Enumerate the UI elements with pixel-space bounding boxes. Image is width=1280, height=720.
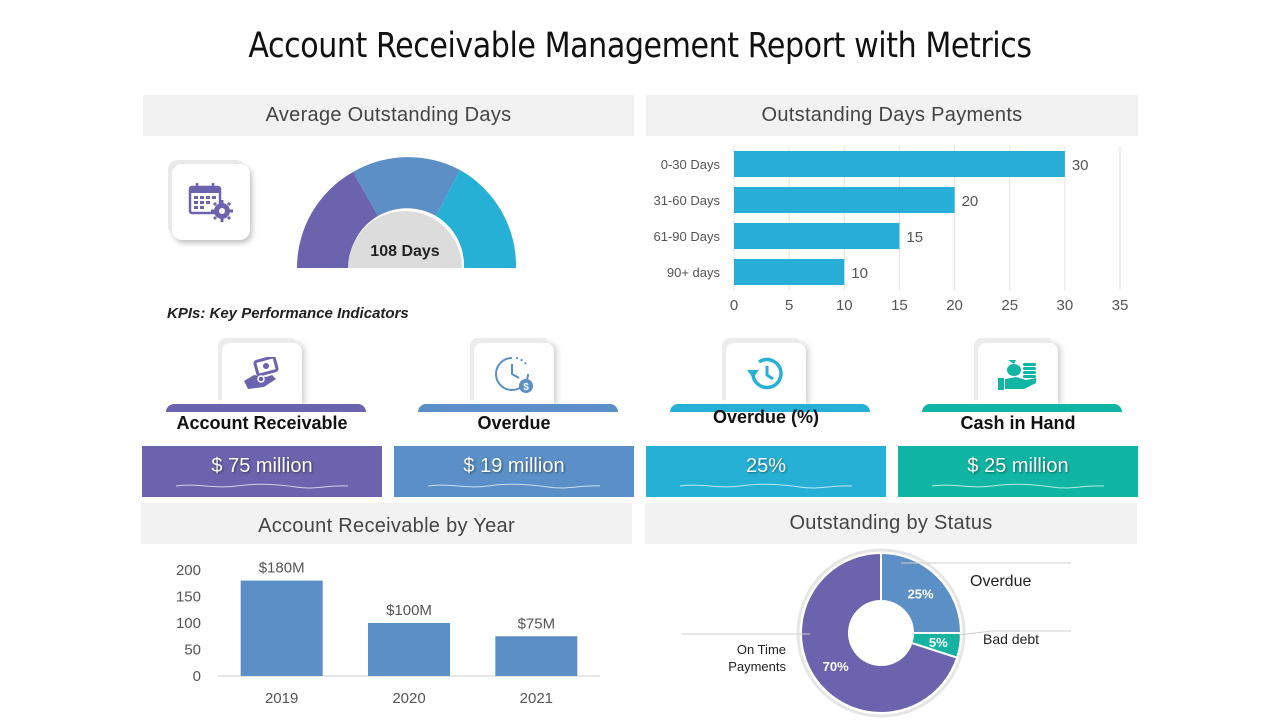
vbar-category-label: 2021 [520, 690, 553, 707]
cash-hand-icon [998, 360, 1036, 390]
kpi-value-cash-in-hand: $ 25 million [898, 446, 1138, 497]
hbar-x-tick: 10 [836, 297, 853, 314]
outstanding-by-status-header: Outstanding by Status [645, 503, 1137, 544]
donut-slice [800, 551, 959, 714]
donut-category-label: Bad debt [983, 631, 1039, 647]
wave-decoration [932, 483, 1104, 489]
hbar-x-tick: 35 [1112, 297, 1129, 314]
donut-value-label: 70% [823, 659, 849, 674]
vbar-bar [368, 623, 450, 676]
outstanding-days-bar-chart: 0 5 10 15 20 25 30 35 0-30 Days 30 31-60 Days 20 61-… [654, 146, 1129, 314]
kpi-icon-card-overdue: $ [474, 343, 554, 405]
kpi-value-overdue-percent: 25% [646, 446, 886, 497]
kpi-arc-cash-in-hand [922, 404, 1122, 412]
hbar-x-tick: 25 [1001, 297, 1018, 314]
donut-value-label: 25% [908, 586, 934, 601]
outstanding-by-status-donut: 25% 5% 70% Overdue Bad debt On Time Payments [681, 548, 1071, 718]
wave-decoration [176, 483, 348, 489]
kpi-value-text: $ 25 million [967, 455, 1069, 477]
kpi-icon-card-account-receivable [222, 343, 302, 405]
outstanding-days-payments-header: Outstanding Days Payments [646, 95, 1138, 136]
calendar-card [172, 164, 250, 240]
kpi-icon-card-overdue-percent [726, 343, 806, 405]
vbar-y-tick: 0 [193, 668, 201, 685]
hbar-data-label: 30 [1072, 157, 1089, 174]
gauge-center [348, 211, 462, 268]
donut-value-label: 5% [929, 635, 948, 650]
hbar-category-label: 0-30 Days [661, 157, 721, 172]
kpi-value-text: 25% [745, 455, 787, 477]
vbar-y-tick: 50 [184, 642, 201, 659]
kpi-label-cash-in-hand: Cash in Hand [960, 413, 1076, 433]
hbar-x-tick: 5 [785, 297, 793, 314]
gauge-value-label: 108 Days [370, 243, 439, 260]
page-title: Account Receivable Management Report wit… [248, 26, 1032, 66]
circular-arrow-clock-icon [747, 357, 783, 390]
gauge-segment-1 [296, 172, 378, 268]
vbar-y-tick: 200 [176, 562, 201, 579]
kpi-value-text: $ 75 million [211, 455, 313, 477]
hbar-x-tick: 30 [1057, 297, 1074, 314]
donut-leader-line [958, 630, 1071, 636]
vbar-category-label: 2020 [392, 690, 425, 707]
hbar-bar [734, 187, 955, 213]
kpi-heading: KPIs: Key Performance Indicators [167, 305, 409, 322]
kpi-value-overdue: $ 19 million [394, 446, 634, 497]
hbar-bar [734, 151, 1065, 177]
outstanding-days-gauge: 108 Days [296, 157, 517, 268]
hbar-data-label: 15 [906, 229, 923, 246]
vbar-data-label: $75M [518, 615, 556, 632]
vbar-bar [240, 580, 323, 676]
donut-slice [880, 551, 963, 634]
kpi-label-overdue: Overdue [477, 413, 551, 433]
clock-dollar-icon: $ [495, 357, 533, 393]
hbar-x-tick: 20 [946, 297, 963, 314]
wave-decoration [680, 483, 852, 489]
donut-category-label: On Time Payments [728, 642, 786, 674]
hbar-category-label: 61-90 Days [654, 229, 721, 244]
kpi-value-text: $ 19 million [463, 455, 565, 477]
svg-text:$: $ [523, 382, 529, 393]
gauge-segment-3 [436, 170, 517, 268]
kpi-value-account-receivable: $ 75 million [142, 446, 382, 497]
hbar-x-tick: 15 [891, 297, 908, 314]
vbar-data-label: $100M [386, 602, 432, 619]
kpi-arc-account-receivable [166, 404, 366, 412]
kpi-arc-overdue [418, 404, 618, 412]
hand-money-icon [244, 357, 279, 389]
hbar-data-label: 20 [962, 193, 979, 210]
vbar-bar [495, 636, 578, 676]
vbar-data-label: $180M [259, 560, 305, 577]
hbar-category-label: 90+ days [667, 265, 721, 280]
hbar-bar [734, 223, 900, 249]
account-receivable-by-year-header: Account Receivable by Year [141, 503, 632, 544]
hbar-category-label: 31-60 Days [654, 193, 721, 208]
donut-category-label: Overdue [970, 573, 1031, 590]
wave-decoration [428, 483, 600, 489]
vbar-y-tick: 100 [176, 615, 201, 632]
hbar-data-label: 10 [851, 265, 868, 282]
calendar-gear-icon [188, 183, 233, 222]
kpi-arc-overdue-percent [670, 404, 870, 412]
average-outstanding-days-header: Average Outstanding Days [143, 95, 634, 136]
kpi-label-overdue-percent: Overdue (%) [712, 407, 820, 427]
hbar-bar [734, 259, 845, 285]
kpi-icon-card-cash-in-hand [978, 343, 1058, 405]
gauge-segment-2 [353, 157, 460, 216]
account-receivable-by-year-chart: 0 50 100 150 200 2019 $180M 2020 $100M 2021 $75M [176, 560, 600, 707]
vbar-y-tick: 150 [176, 589, 201, 606]
kpi-label-account-receivable: Account Receivable [176, 413, 348, 433]
hbar-x-tick: 0 [730, 297, 738, 314]
vbar-category-label: 2019 [265, 690, 298, 707]
